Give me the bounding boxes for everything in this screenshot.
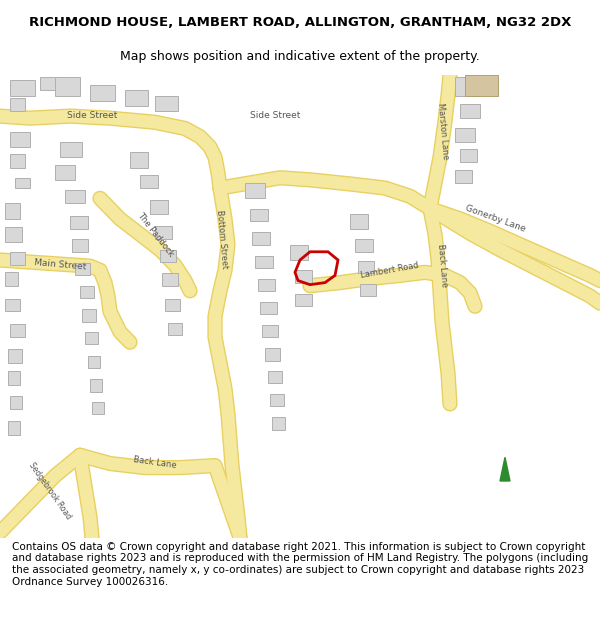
Polygon shape [55, 77, 80, 96]
Polygon shape [70, 216, 88, 229]
Polygon shape [140, 175, 158, 188]
Polygon shape [155, 96, 178, 111]
Polygon shape [460, 149, 477, 162]
Polygon shape [295, 294, 312, 306]
Polygon shape [90, 379, 102, 391]
Polygon shape [8, 349, 22, 362]
Text: Contains OS data © Crown copyright and database right 2021. This information is : Contains OS data © Crown copyright and d… [12, 542, 588, 587]
Polygon shape [130, 152, 148, 168]
Polygon shape [360, 284, 376, 296]
Polygon shape [168, 322, 182, 335]
Polygon shape [245, 183, 265, 198]
Polygon shape [455, 169, 472, 183]
Polygon shape [355, 239, 373, 252]
Polygon shape [88, 356, 100, 368]
Polygon shape [295, 270, 312, 282]
Polygon shape [92, 402, 104, 414]
Polygon shape [72, 239, 88, 252]
Polygon shape [500, 458, 510, 481]
Text: Back Lane: Back Lane [133, 455, 177, 470]
Polygon shape [165, 299, 180, 311]
Text: Back Lane: Back Lane [436, 243, 448, 288]
Polygon shape [5, 227, 22, 241]
Polygon shape [65, 190, 85, 204]
Polygon shape [75, 263, 90, 276]
Polygon shape [60, 142, 82, 158]
Polygon shape [455, 129, 475, 142]
Polygon shape [455, 77, 478, 96]
Polygon shape [290, 244, 308, 260]
Polygon shape [270, 394, 284, 406]
Polygon shape [80, 286, 94, 298]
Polygon shape [465, 75, 498, 96]
Text: Gonerby Lane: Gonerby Lane [464, 204, 526, 234]
Text: The Paddock: The Paddock [135, 211, 175, 258]
Polygon shape [15, 177, 30, 188]
Polygon shape [255, 256, 273, 268]
Polygon shape [10, 324, 25, 337]
Text: Sedgebrook Road: Sedgebrook Road [27, 461, 73, 521]
Polygon shape [10, 252, 25, 265]
Polygon shape [252, 232, 270, 244]
Polygon shape [272, 418, 285, 429]
Text: Lambert Road: Lambert Road [360, 261, 420, 280]
Polygon shape [5, 299, 20, 311]
Polygon shape [258, 279, 275, 291]
Polygon shape [10, 154, 25, 168]
Text: Main Street: Main Street [34, 258, 86, 272]
Polygon shape [82, 309, 96, 322]
Polygon shape [162, 273, 178, 286]
Polygon shape [260, 302, 277, 314]
Text: Side Street: Side Street [67, 111, 117, 119]
Text: Side Street: Side Street [250, 111, 300, 119]
Polygon shape [85, 332, 98, 344]
Polygon shape [8, 371, 20, 386]
Polygon shape [10, 80, 35, 96]
Polygon shape [5, 204, 20, 219]
Polygon shape [262, 325, 278, 337]
Polygon shape [150, 201, 168, 214]
Polygon shape [90, 85, 115, 101]
Polygon shape [155, 226, 172, 239]
Polygon shape [125, 91, 148, 106]
Text: Map shows position and indicative extent of the property.: Map shows position and indicative extent… [120, 50, 480, 62]
Polygon shape [55, 166, 75, 180]
Polygon shape [268, 371, 282, 383]
Polygon shape [5, 272, 18, 286]
Polygon shape [460, 104, 480, 118]
Polygon shape [358, 261, 374, 273]
Polygon shape [160, 250, 176, 262]
Text: Bottom Street: Bottom Street [215, 209, 229, 269]
Text: Marston Lane: Marston Lane [436, 102, 450, 160]
Polygon shape [8, 421, 20, 435]
Polygon shape [10, 98, 25, 111]
Polygon shape [10, 131, 30, 147]
Polygon shape [265, 348, 280, 361]
Polygon shape [350, 214, 368, 229]
Text: RICHMOND HOUSE, LAMBERT ROAD, ALLINGTON, GRANTHAM, NG32 2DX: RICHMOND HOUSE, LAMBERT ROAD, ALLINGTON,… [29, 16, 571, 29]
Polygon shape [250, 209, 268, 221]
Polygon shape [40, 77, 60, 91]
Polygon shape [10, 396, 22, 409]
